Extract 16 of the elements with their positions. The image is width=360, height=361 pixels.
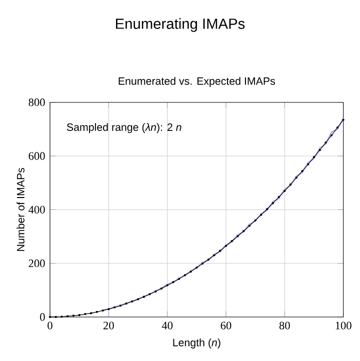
x-tick-label: 20 <box>104 322 114 330</box>
x-tick-label: 0 <box>48 322 52 330</box>
y-tick-label: 400 <box>28 206 45 214</box>
x-axis-title: Length (n) <box>173 338 220 348</box>
x-tick-label: 100 <box>336 322 352 330</box>
y-axis-title: Number of IMAPs <box>16 168 24 251</box>
chart-subtitle: Enumerated vs. Expected IMAPs <box>118 77 276 87</box>
chart-title: Enumerating IMAPs <box>116 18 245 32</box>
annotation: Sampled range (λn): 2 n <box>66 123 182 134</box>
x-tick-label: 80 <box>279 322 290 330</box>
x-tick-label: 60 <box>220 322 232 330</box>
y-tick-label: 600 <box>28 152 45 160</box>
x-tick-label: 40 <box>162 322 173 330</box>
y-tick-label: 800 <box>28 98 45 106</box>
y-tick-label: 200 <box>28 260 45 268</box>
y-tick-label: 0 <box>40 313 45 321</box>
